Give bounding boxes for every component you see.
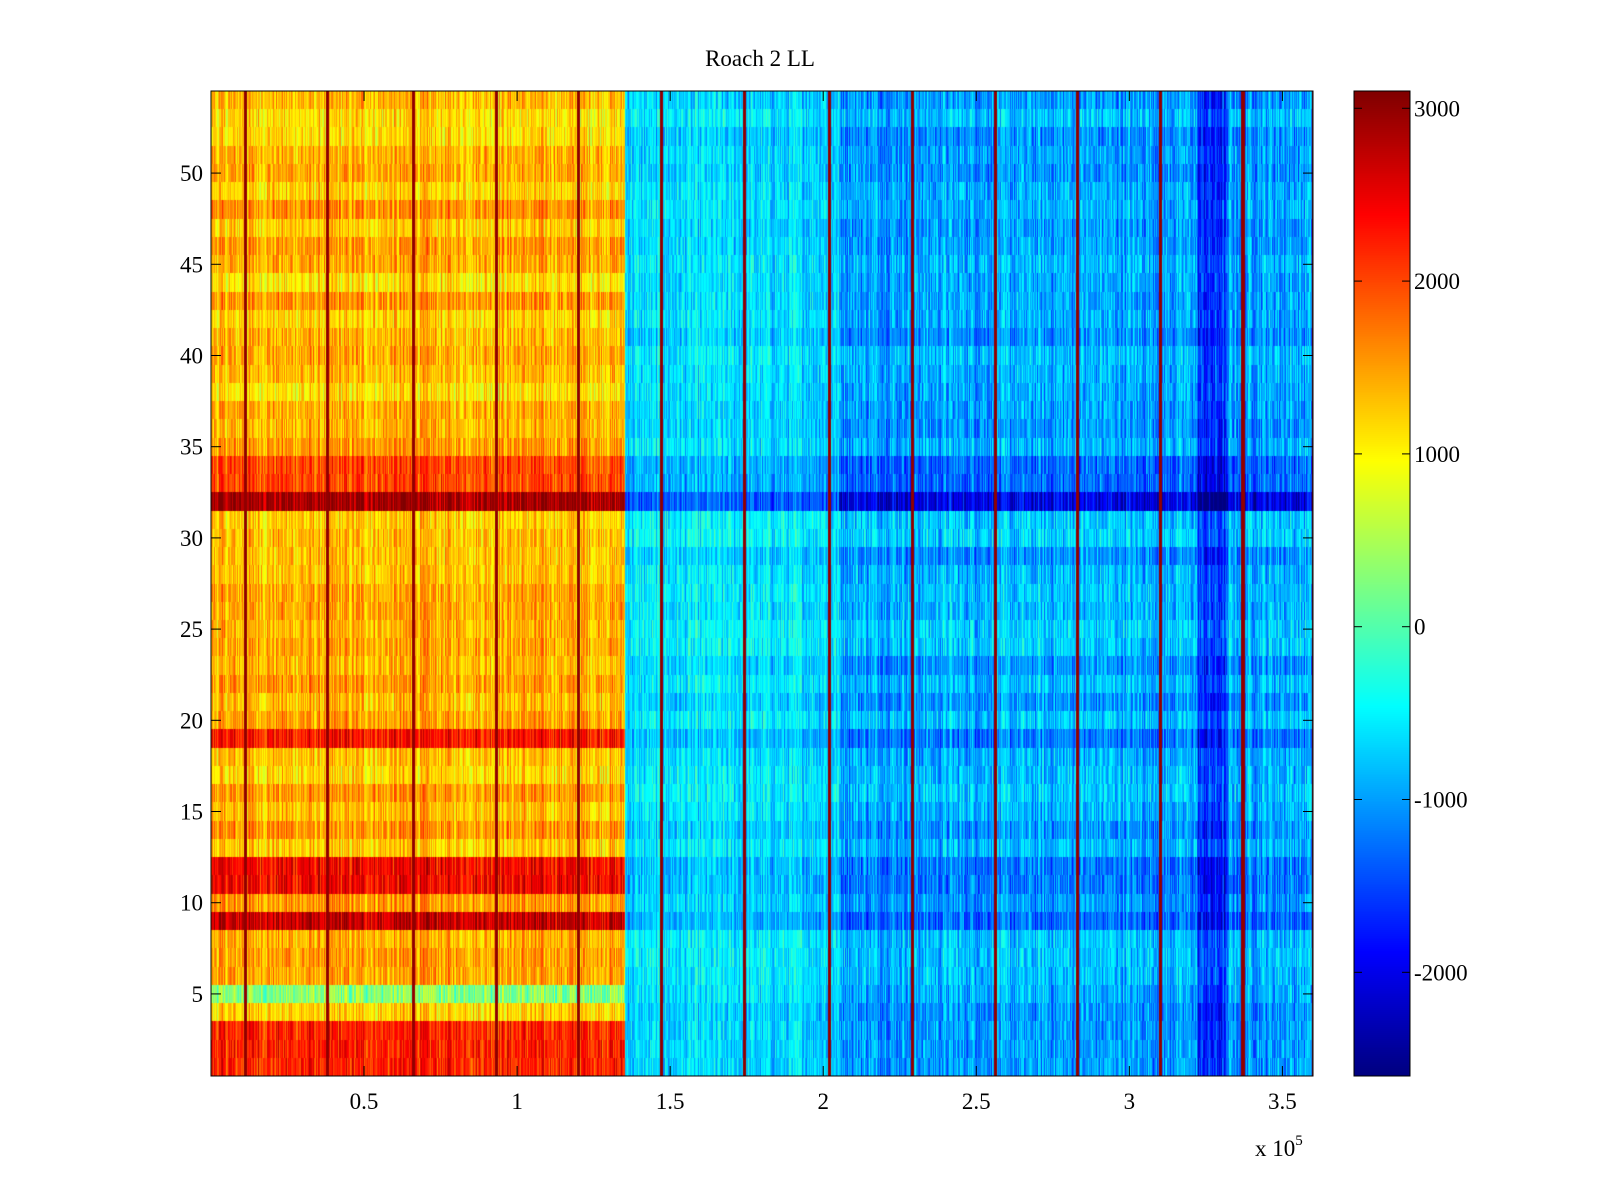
y-tick-label: 50 [180, 161, 203, 186]
x-tick-label: 1 [511, 1089, 523, 1114]
colorbar-gradient [1354, 91, 1410, 1076]
colorbar-frame [1353, 90, 1411, 1077]
x-tick-label: 0.5 [350, 1089, 379, 1114]
y-tick-label: 40 [180, 343, 203, 368]
colorbar-tick-label: 0 [1414, 615, 1426, 640]
y-tick-label: 15 [180, 800, 203, 825]
x-tick-label: 1.5 [656, 1089, 685, 1114]
colorbar-tick-label: 3000 [1414, 96, 1460, 121]
y-tick-label: 25 [180, 617, 203, 642]
y-tick-label: 20 [180, 708, 203, 733]
y-tick-label: 5 [192, 982, 204, 1007]
y-tick-label: 10 [180, 891, 203, 916]
chart-title: Roach 2 LL [705, 46, 815, 71]
colorbar-tick-label: -1000 [1414, 788, 1468, 813]
y-tick-label: 30 [180, 526, 203, 551]
colorbar-tick-label: 2000 [1414, 269, 1460, 294]
colorbar-axis: 3000 2000 1000 0 -1000 -2000 [1354, 96, 1468, 985]
x-exponent-label: x 105 [1255, 1133, 1303, 1161]
plot-frame [210, 90, 1314, 1077]
x-axis: 0.5 1 1.5 2 2.5 3 3.5 [350, 91, 1297, 1114]
colorbar-tick-label: 1000 [1414, 442, 1460, 467]
x-tick-label: 3 [1124, 1089, 1136, 1114]
x-tick-label: 3.5 [1268, 1089, 1297, 1114]
heatmap-image [211, 91, 1313, 1076]
y-axis: 5 10 15 20 25 30 35 40 45 50 [180, 161, 1313, 1007]
y-tick-label: 35 [180, 435, 203, 460]
x-tick-label: 2 [817, 1089, 829, 1114]
colorbar-tick-label: -2000 [1414, 960, 1468, 985]
y-tick-label: 45 [180, 252, 203, 277]
x-tick-label: 2.5 [962, 1089, 991, 1114]
